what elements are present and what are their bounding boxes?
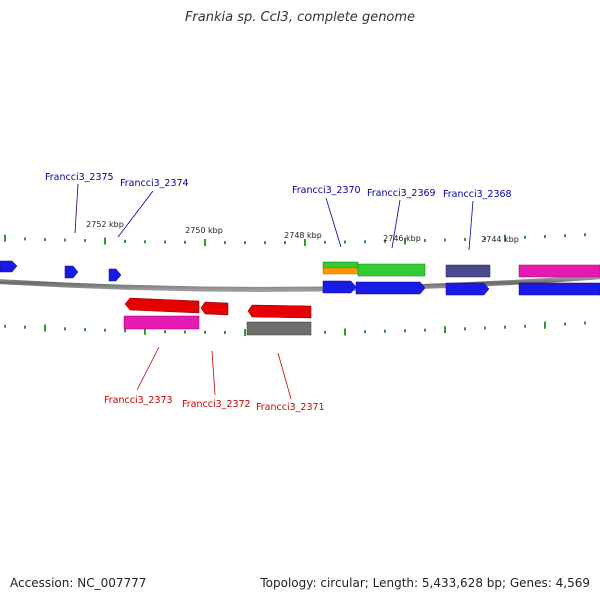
gene-label-francci3-2370[interactable]: Francci3_2370 [292,185,361,196]
label-leader-line [325,197,342,248]
gene-arrow-reverse[interactable] [200,301,229,316]
gene-arrow-forward[interactable] [64,265,79,279]
topology-text: Topology: circular; Length: 5,433,628 bp… [260,576,590,590]
chromosome-backbone [0,274,600,292]
scale-label: 2750 kbp [185,226,223,235]
label-leader-line [74,183,79,234]
gene-arrow-forward[interactable] [108,268,122,282]
label-leader-line [136,346,160,391]
tick-marks-upper [4,233,586,246]
gene-arrow-forward[interactable] [355,281,426,295]
gene-feature-orange[interactable] [322,267,359,275]
gene-feature-green[interactable] [357,263,426,277]
forward-gene-labels: Francci3_2375 Francci3_2374 Francci3_237… [45,172,512,251]
scale-label: 2748 kbp [284,231,322,240]
gene-label-francci3-2373[interactable]: Francci3_2373 [104,395,173,406]
gene-feature-green[interactable] [322,261,359,269]
gene-arrow-forward[interactable] [445,282,490,296]
gene-feature-slate[interactable] [445,264,491,278]
gene-label-francci3-2375[interactable]: Francci3_2375 [45,172,114,183]
label-leader-line [391,199,401,249]
gene-label-francci3-2371[interactable]: Francci3_2371 [256,402,325,413]
gene-arrow-forward[interactable] [0,260,18,273]
gene-feature-gray[interactable] [246,321,312,336]
gene-label-francci3-2372[interactable]: Francci3_2372 [182,399,251,410]
gene-label-francci3-2368[interactable]: Francci3_2368 [443,189,512,200]
reverse-gene-labels: Francci3_2373 Francci3_2372 Francci3_237… [104,346,325,413]
label-leader-line [468,200,474,251]
label-leader-line [277,352,292,400]
scale-label: 2752 kbp [86,220,124,229]
gene-feature-magenta[interactable] [123,315,200,330]
gene-arrow-forward[interactable] [322,280,357,294]
gene-arrow-reverse[interactable] [247,304,312,319]
scale-labels: 2752 kbp 2750 kbp 2748 kbp 2746 kbp 2744… [86,220,519,244]
gene-feature-magenta[interactable] [518,264,600,278]
forward-strand-features [0,260,600,296]
reverse-strand-features [123,297,312,336]
scale-label: 2744 kbp [481,235,519,244]
gene-label-francci3-2374[interactable]: Francci3_2374 [120,178,189,189]
label-leader-line [117,190,154,238]
scale-label: 2746 kbp [383,234,421,243]
label-leader-line [211,350,216,396]
gene-feature-blue[interactable] [518,282,600,296]
gene-label-francci3-2369[interactable]: Francci3_2369 [367,188,436,199]
gene-arrow-reverse[interactable] [124,297,200,314]
map-title: Frankia sp. CcI3, complete genome [184,10,416,25]
accession-text: Accession: NC_007777 [10,576,147,590]
